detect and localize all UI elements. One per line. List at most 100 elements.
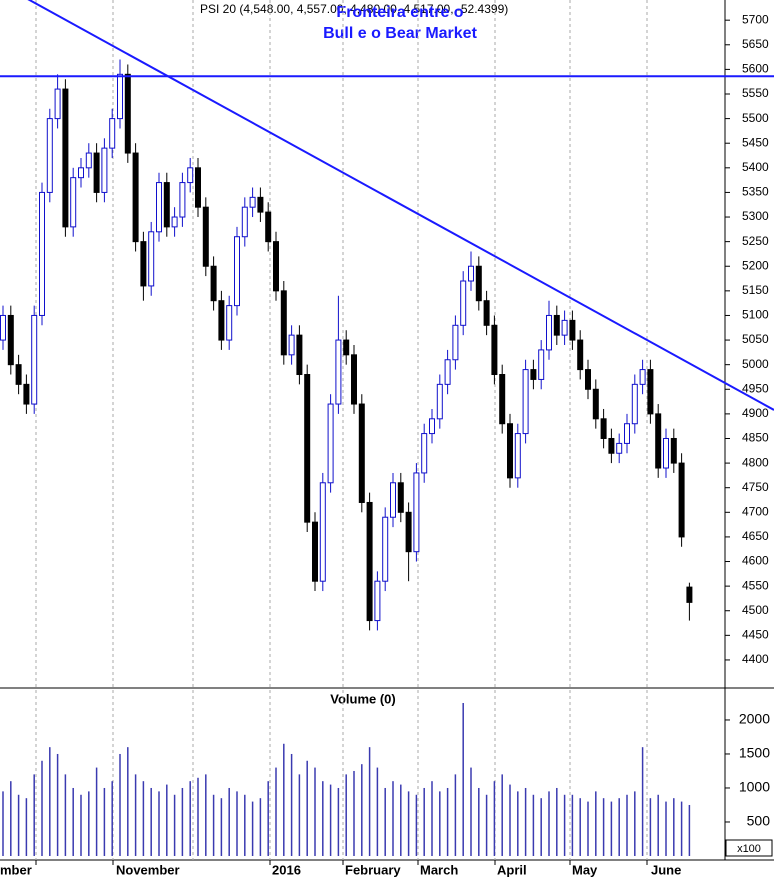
y2-tick-label: 1500 [739, 745, 770, 761]
candle-body [187, 167, 194, 184]
candle-body [54, 88, 61, 120]
candle-body [421, 433, 428, 474]
candle-body [312, 521, 318, 582]
y-tick-label: 5550 [742, 86, 769, 100]
candle-body [444, 359, 451, 385]
candle-body [546, 314, 552, 351]
y-tick-label: 5000 [742, 357, 769, 371]
y-tick-label: 5650 [742, 37, 769, 51]
candle-body [195, 167, 201, 208]
y2-tick-label: 2000 [739, 711, 770, 727]
candle-body [226, 305, 233, 341]
candle-body [249, 196, 256, 208]
y-tick-label: 5250 [742, 234, 769, 248]
candle-body [452, 324, 459, 361]
candle-body [436, 383, 443, 420]
y-tick-label: 5200 [742, 258, 769, 272]
candle-body [577, 339, 584, 371]
y-tick-label: 5050 [742, 332, 769, 346]
candle-body [655, 413, 662, 469]
y-tick-label: 4950 [742, 381, 769, 395]
candle-body [624, 423, 630, 444]
y-tick-label: 5400 [742, 160, 769, 174]
candle-body [93, 152, 100, 193]
candle-body [366, 501, 373, 622]
candle-body [429, 418, 435, 435]
candle-body [522, 369, 529, 435]
candle-body [218, 300, 225, 341]
y-tick-label: 5350 [742, 185, 769, 199]
candle-body [7, 314, 14, 366]
candle-body [327, 403, 334, 484]
candle-body [70, 177, 77, 228]
candle-body [382, 516, 389, 582]
candle-body [499, 374, 506, 425]
candle-body [405, 511, 412, 553]
candle-body [210, 265, 217, 302]
candle-body [132, 152, 139, 243]
candle-body [569, 319, 576, 341]
candle-body [234, 236, 240, 307]
candle-body [124, 73, 131, 154]
candle-body [163, 182, 170, 228]
candle-body [140, 241, 147, 287]
candle-body [23, 383, 30, 405]
candle-body [647, 369, 654, 415]
candle-body [507, 423, 513, 479]
y-tick-label: 4700 [742, 504, 769, 518]
candle-body [670, 437, 677, 464]
candle-body [280, 290, 287, 356]
candle-body [663, 437, 669, 469]
x-tick-label: March [420, 862, 458, 877]
candle-body [351, 354, 357, 405]
candle-body [553, 314, 560, 336]
candle-body [101, 147, 108, 193]
candle-body [600, 418, 607, 439]
candle-body [631, 383, 638, 425]
y-tick-label: 4650 [742, 529, 769, 543]
candle-body [156, 182, 162, 233]
candle-body [335, 339, 342, 405]
volume-title: Volume (0) [330, 691, 396, 706]
annotation: Bull e o Bear Market [323, 25, 478, 42]
y-tick-label: 5500 [742, 111, 769, 125]
y-tick-label: 5150 [742, 283, 769, 297]
x-tick-label: February [345, 862, 401, 877]
chart-title: PSI 20 (4,548.00, 4,557.00, 4,480.00, 4,… [200, 2, 508, 16]
y2-tick-label: 1000 [739, 779, 770, 795]
x-tick-label: November [116, 862, 180, 877]
candle-body [678, 462, 685, 538]
candle-body [343, 339, 350, 356]
y-tick-label: 4400 [742, 652, 769, 666]
candle-body [0, 314, 6, 341]
candle-body [109, 118, 116, 149]
candle-body [241, 206, 248, 238]
candle-body [413, 472, 420, 553]
candle-body [514, 433, 521, 479]
candle-body [475, 265, 482, 302]
candle-body [304, 374, 311, 523]
trendline [27, 0, 774, 411]
candle-body [31, 314, 38, 405]
candle-body [15, 364, 22, 385]
y-tick-label: 5300 [742, 209, 769, 223]
x-tick-label: mber [0, 862, 32, 877]
candle-body [78, 167, 84, 179]
y-tick-label: 4750 [742, 480, 769, 494]
y-tick-label: 4800 [742, 455, 769, 469]
y-tick-label: 4500 [742, 603, 769, 617]
candle-body [288, 334, 295, 356]
candle-body [530, 369, 537, 380]
candle-body [608, 437, 615, 454]
y-tick-label: 4450 [742, 628, 769, 642]
candle-body [117, 73, 123, 120]
candle-body [358, 403, 365, 503]
candle-body [585, 369, 591, 390]
y2-tick-label: 500 [747, 813, 771, 829]
candle-body [639, 369, 646, 385]
candle-body [616, 442, 623, 454]
candle-body [592, 388, 599, 420]
candle-body [171, 216, 178, 228]
annotation: Fronteira entre o [336, 4, 463, 21]
